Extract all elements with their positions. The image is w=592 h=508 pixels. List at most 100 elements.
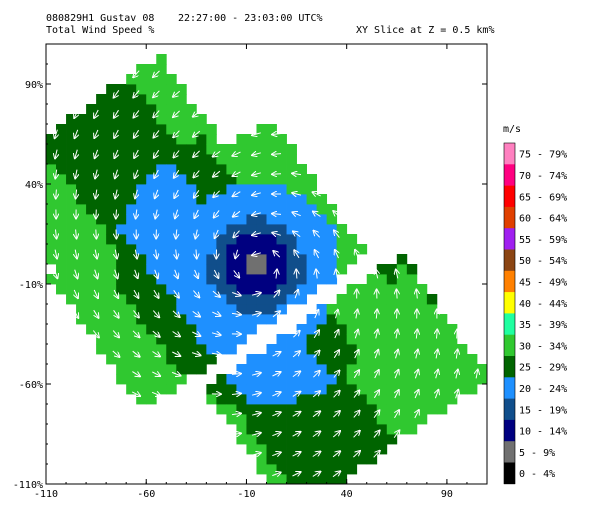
field-cell [156, 374, 167, 385]
wind-arrow [193, 130, 201, 137]
field-cell [106, 124, 117, 135]
field-cell [426, 364, 438, 375]
field-cell [426, 334, 438, 345]
field-cell [146, 164, 157, 175]
field-cell [146, 154, 157, 165]
field-cell [186, 284, 197, 295]
field-cell [286, 184, 297, 195]
field-cell [76, 214, 87, 225]
field-cell [306, 364, 318, 375]
field-cell [296, 394, 307, 405]
field-cell [346, 344, 358, 355]
field-cell [356, 394, 368, 405]
field-cell [346, 454, 358, 465]
field-cell [86, 124, 97, 135]
field-cell [216, 314, 227, 325]
wind-arrow [293, 331, 299, 338]
field-cell [306, 394, 318, 405]
field-cell [436, 344, 448, 355]
field-cell [186, 294, 197, 305]
field-cell [156, 174, 167, 185]
field-cell [406, 394, 418, 405]
field-cell [206, 234, 217, 245]
wind-arrow [416, 350, 418, 359]
wind-arrow [212, 312, 220, 316]
wind-arrow [74, 289, 78, 298]
wind-arrow [154, 149, 160, 158]
field-cell [86, 254, 97, 265]
field-cell [276, 184, 287, 195]
wind-arrow [313, 212, 321, 217]
field-cell [136, 194, 147, 205]
wind-arrow [196, 249, 197, 259]
field-cell [306, 454, 318, 465]
wind-arrow [374, 390, 379, 399]
field-cell [76, 294, 87, 305]
field-cell [216, 214, 227, 225]
field-cell [296, 274, 307, 285]
field-cell [136, 354, 147, 365]
field-cell [396, 274, 408, 285]
legend-label: 35 - 39% [519, 320, 567, 331]
legend-label: 30 - 34% [519, 341, 567, 352]
field-cell [126, 264, 137, 275]
field-cell [256, 394, 267, 405]
field-cell [216, 154, 227, 165]
field-cell [406, 294, 418, 305]
field-cell [116, 354, 127, 365]
field-cell [86, 144, 97, 155]
wind-arrow [213, 170, 221, 177]
field-cell [306, 264, 318, 275]
legend-swatch [504, 185, 515, 208]
field-cell [386, 394, 398, 405]
field-cell [246, 434, 257, 445]
field-cell [186, 104, 197, 115]
field-cell [236, 334, 247, 345]
field-cell [136, 84, 147, 95]
y-tick-label: -10% [19, 280, 43, 291]
field-cell [256, 144, 267, 155]
field-cell [256, 434, 267, 445]
field-cell [116, 374, 127, 385]
field-cell [166, 184, 177, 195]
wind-arrow [154, 169, 158, 178]
field-cell [266, 474, 277, 484]
wind-arrow [154, 130, 160, 137]
field-cell [136, 104, 147, 115]
wind-arrow [75, 169, 77, 179]
field-cell [396, 424, 408, 435]
field-cell [436, 404, 448, 415]
wind-arrow [292, 472, 301, 476]
field-cell [246, 394, 257, 405]
field-cell [256, 124, 267, 135]
field-cell [276, 204, 287, 215]
wind-arrow [233, 270, 240, 277]
wind-arrow [95, 269, 98, 279]
wind-arrow [295, 290, 298, 299]
field-cell [76, 274, 87, 285]
wind-arrow [293, 231, 301, 238]
field-cell [186, 154, 197, 165]
field-cell [446, 394, 458, 405]
field-cell [136, 294, 147, 305]
field-cell [66, 264, 77, 275]
field-cell [286, 474, 297, 484]
field-cell [426, 394, 438, 405]
field-cell [316, 364, 328, 375]
field-cell [216, 264, 227, 275]
field-cell [386, 384, 398, 395]
field-cell [146, 84, 157, 95]
field-cell [226, 374, 237, 385]
field-cell [356, 414, 368, 425]
field-cell [276, 394, 287, 405]
wind-arrow [415, 410, 419, 419]
field-cell [176, 364, 187, 375]
legend-label: 65 - 69% [519, 192, 567, 203]
field-cell [206, 394, 217, 405]
field-cell [396, 324, 408, 335]
field-cell [256, 284, 267, 295]
wind-arrow [95, 149, 98, 158]
field-cell [276, 304, 287, 315]
field-cell [166, 174, 177, 185]
field-cell [276, 194, 287, 205]
